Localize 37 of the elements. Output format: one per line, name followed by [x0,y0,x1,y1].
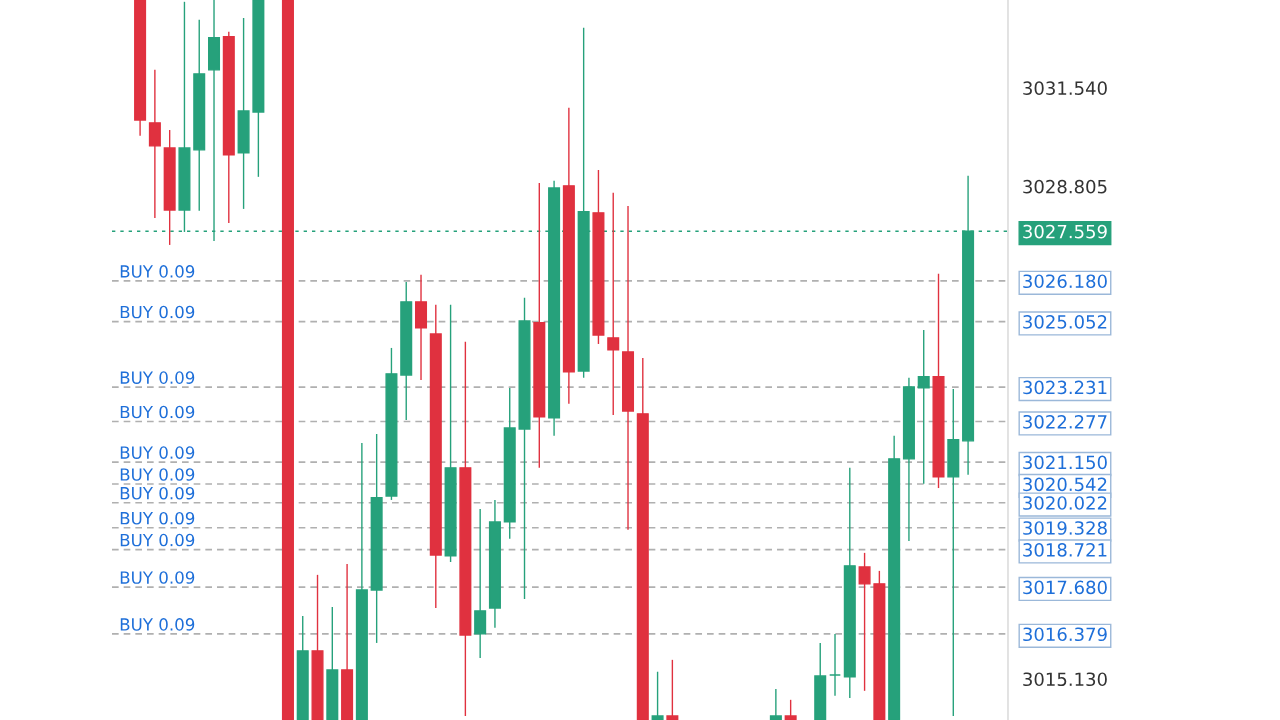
candlestick [769,688,782,720]
ref-line-label: BUY 0.09 [120,305,195,319]
candlestick [148,69,161,219]
ref-line-label: BUY 0.09 [120,486,195,500]
y-tick-label: 3021.150 [1023,455,1107,470]
ref-line-label: BUY 0.09 [120,533,195,547]
ref-line-label: BUY 0.09 [120,371,195,384]
ref-line-label: BUY 0.09 [120,405,195,419]
y-tick-label: 3022.277 [1023,414,1107,429]
ref-line-label: BUY 0.09 [120,618,195,631]
y-tick-label: 3017.680 [1023,580,1107,595]
ref-line-label: BUY 0.09 [120,511,195,525]
candlestick [917,329,930,485]
y-tick-label: 3028.805 [1023,179,1107,194]
ref-line-label: BUY 0.09 [120,265,195,278]
y-tick-label: 3020.542 [1023,477,1107,492]
y-tick-label: 3031.540 [1023,81,1107,95]
candlestick [947,388,960,717]
y-tick-label: 3026.180 [1023,274,1107,289]
y-tick-label: 3020.022 [1023,496,1107,510]
candlestick [784,699,797,720]
candlestick [474,508,487,659]
candlestick [666,659,679,720]
candlestick [651,671,664,720]
ref-line-label: BUY 0.09 [120,468,195,481]
ref-line-label: BUY 0.09 [120,446,195,459]
y-tick-label: 3027.559 [1023,224,1107,239]
y-tick-label: 3025.052 [1023,315,1107,329]
y-tick-label: 3018.721 [1023,543,1107,557]
candlestick [607,192,620,416]
candlestick [858,552,871,692]
ref-line-label: BUY 0.09 [120,571,195,584]
y-tick-label: 3019.328 [1023,521,1107,535]
candlestick [828,633,842,697]
y-tick-label: 3015.130 [1023,672,1107,687]
y-tick-label: 3023.231 [1023,380,1107,395]
y-tick-label: 3016.379 [1023,627,1107,642]
